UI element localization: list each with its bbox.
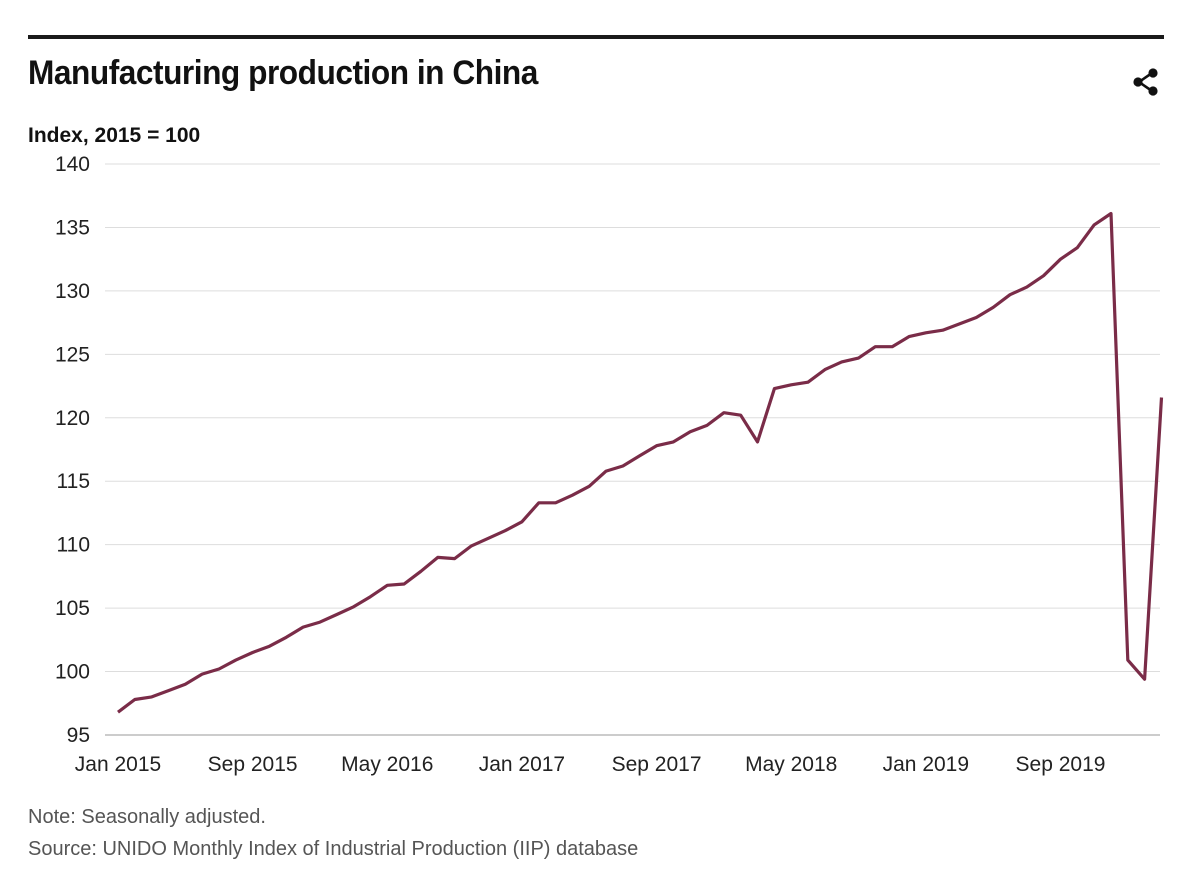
x-tick-label: May 2018 [745,753,837,776]
y-axis-label: Index, 2015 = 100 [28,124,201,147]
x-tick-label: Sep 2015 [208,753,298,776]
source-note: Source: UNIDO Monthly Index of Industria… [28,838,639,860]
y-tick-label: 125 [55,343,90,366]
x-tick-label: Jan 2015 [75,753,161,776]
x-tick-label: Sep 2019 [1016,753,1106,776]
y-tick-label: 115 [57,470,90,493]
gridlines [105,163,1160,673]
y-tick-label: 135 [55,216,90,239]
chart-title: Manufacturing production in China [28,54,538,92]
x-tick-label: May 2016 [341,753,433,776]
y-tick-label: 110 [57,534,90,557]
top-rule [28,35,1164,39]
share-button[interactable] [1130,66,1162,98]
y-tick-label: 120 [55,407,90,430]
y-tick-label: 130 [55,280,90,303]
y-tick-label: 100 [55,661,90,684]
y-tick-label: 95 [67,724,90,747]
x-tick-label: Sep 2017 [612,753,702,776]
y-tick-label: 140 [55,153,90,176]
x-tick-labels: Jan 2015 Sep 2015 May 2016 Jan 2017 Sep 2017… [75,753,1106,776]
x-tick-label: Jan 2019 [883,753,969,776]
y-tick-label: 105 [55,597,90,620]
y-tick-labels: 95 100 105 110 115 120 125 130 135 140 [55,153,90,747]
footnote: Note: Seasonally adjusted. [28,806,266,828]
line-chart: 95 100 105 110 115 120 125 130 135 140 Jan 2015 Se… [55,153,1164,776]
x-tick-label: Jan 2017 [479,753,565,776]
share-icon [1133,68,1158,96]
series-line-manufacturing-index [117,211,1164,714]
